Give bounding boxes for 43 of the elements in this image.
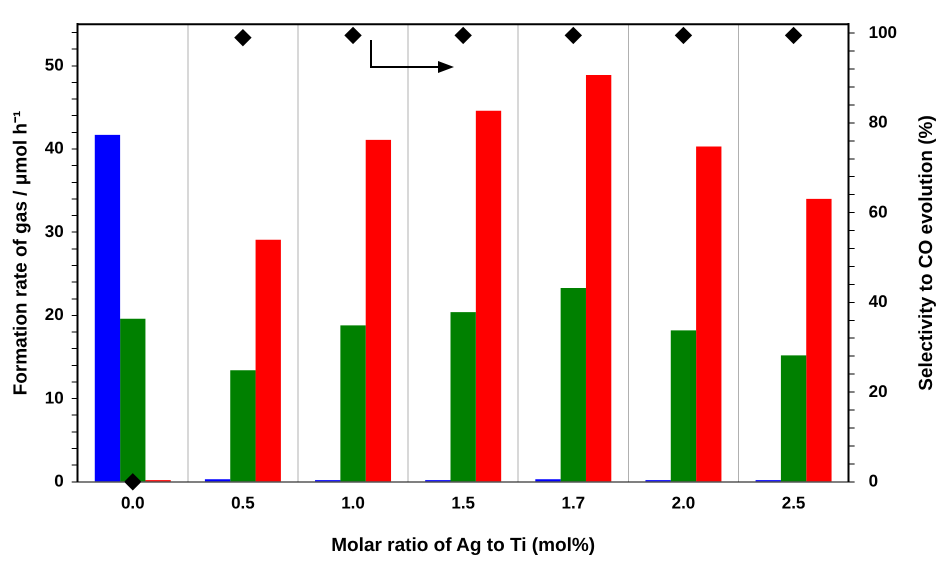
bar bbox=[256, 240, 281, 482]
x-axis-title: Molar ratio of Ag to Ti (mol%) bbox=[331, 534, 596, 556]
x-tick-label: 1.0 bbox=[341, 494, 365, 513]
x-tick-label: 2.5 bbox=[782, 494, 806, 513]
y2-tick-label: 0 bbox=[868, 471, 878, 490]
y2-tick-label: 40 bbox=[868, 292, 888, 312]
point bbox=[785, 26, 802, 44]
point bbox=[454, 26, 472, 44]
bar bbox=[806, 198, 832, 482]
x-tick-label: 0.0 bbox=[120, 494, 145, 513]
bar bbox=[120, 318, 146, 482]
bar bbox=[366, 140, 392, 482]
bar bbox=[586, 74, 612, 482]
bar bbox=[670, 330, 696, 482]
bar bbox=[450, 312, 476, 482]
point bbox=[564, 26, 582, 44]
y-tick-label: 30 bbox=[44, 222, 64, 241]
y-tick-label: 20 bbox=[44, 305, 64, 324]
x-tick-label: 1.7 bbox=[561, 494, 586, 513]
x-tick-label: 2.0 bbox=[672, 494, 696, 513]
bar bbox=[696, 146, 722, 482]
bar bbox=[94, 134, 120, 482]
y2-tick-label: 60 bbox=[868, 202, 888, 222]
y2-tick-label: 20 bbox=[868, 382, 888, 401]
bar bbox=[780, 355, 806, 482]
bar bbox=[230, 370, 256, 482]
y-tick-label: 10 bbox=[44, 388, 64, 408]
y-axis-title: Formation rate of gas / μmol h⁻¹ bbox=[10, 110, 32, 396]
bar bbox=[476, 110, 502, 482]
point bbox=[344, 26, 362, 44]
point bbox=[124, 473, 142, 490]
y-tick-label: 50 bbox=[44, 55, 64, 74]
y-tick-label: 40 bbox=[44, 138, 64, 158]
y-tick-label: 0 bbox=[54, 471, 64, 490]
y2-axis-title: Selectivity to CO evolution (%) bbox=[916, 115, 938, 391]
y2-tick-label: 100 bbox=[868, 22, 898, 42]
bar bbox=[560, 288, 586, 482]
x-tick-label: 0.5 bbox=[231, 494, 255, 513]
point bbox=[234, 29, 252, 46]
y2-tick-label: 80 bbox=[868, 112, 888, 132]
bar bbox=[340, 325, 366, 482]
point bbox=[674, 26, 692, 44]
x-tick-label: 1.5 bbox=[451, 494, 475, 513]
